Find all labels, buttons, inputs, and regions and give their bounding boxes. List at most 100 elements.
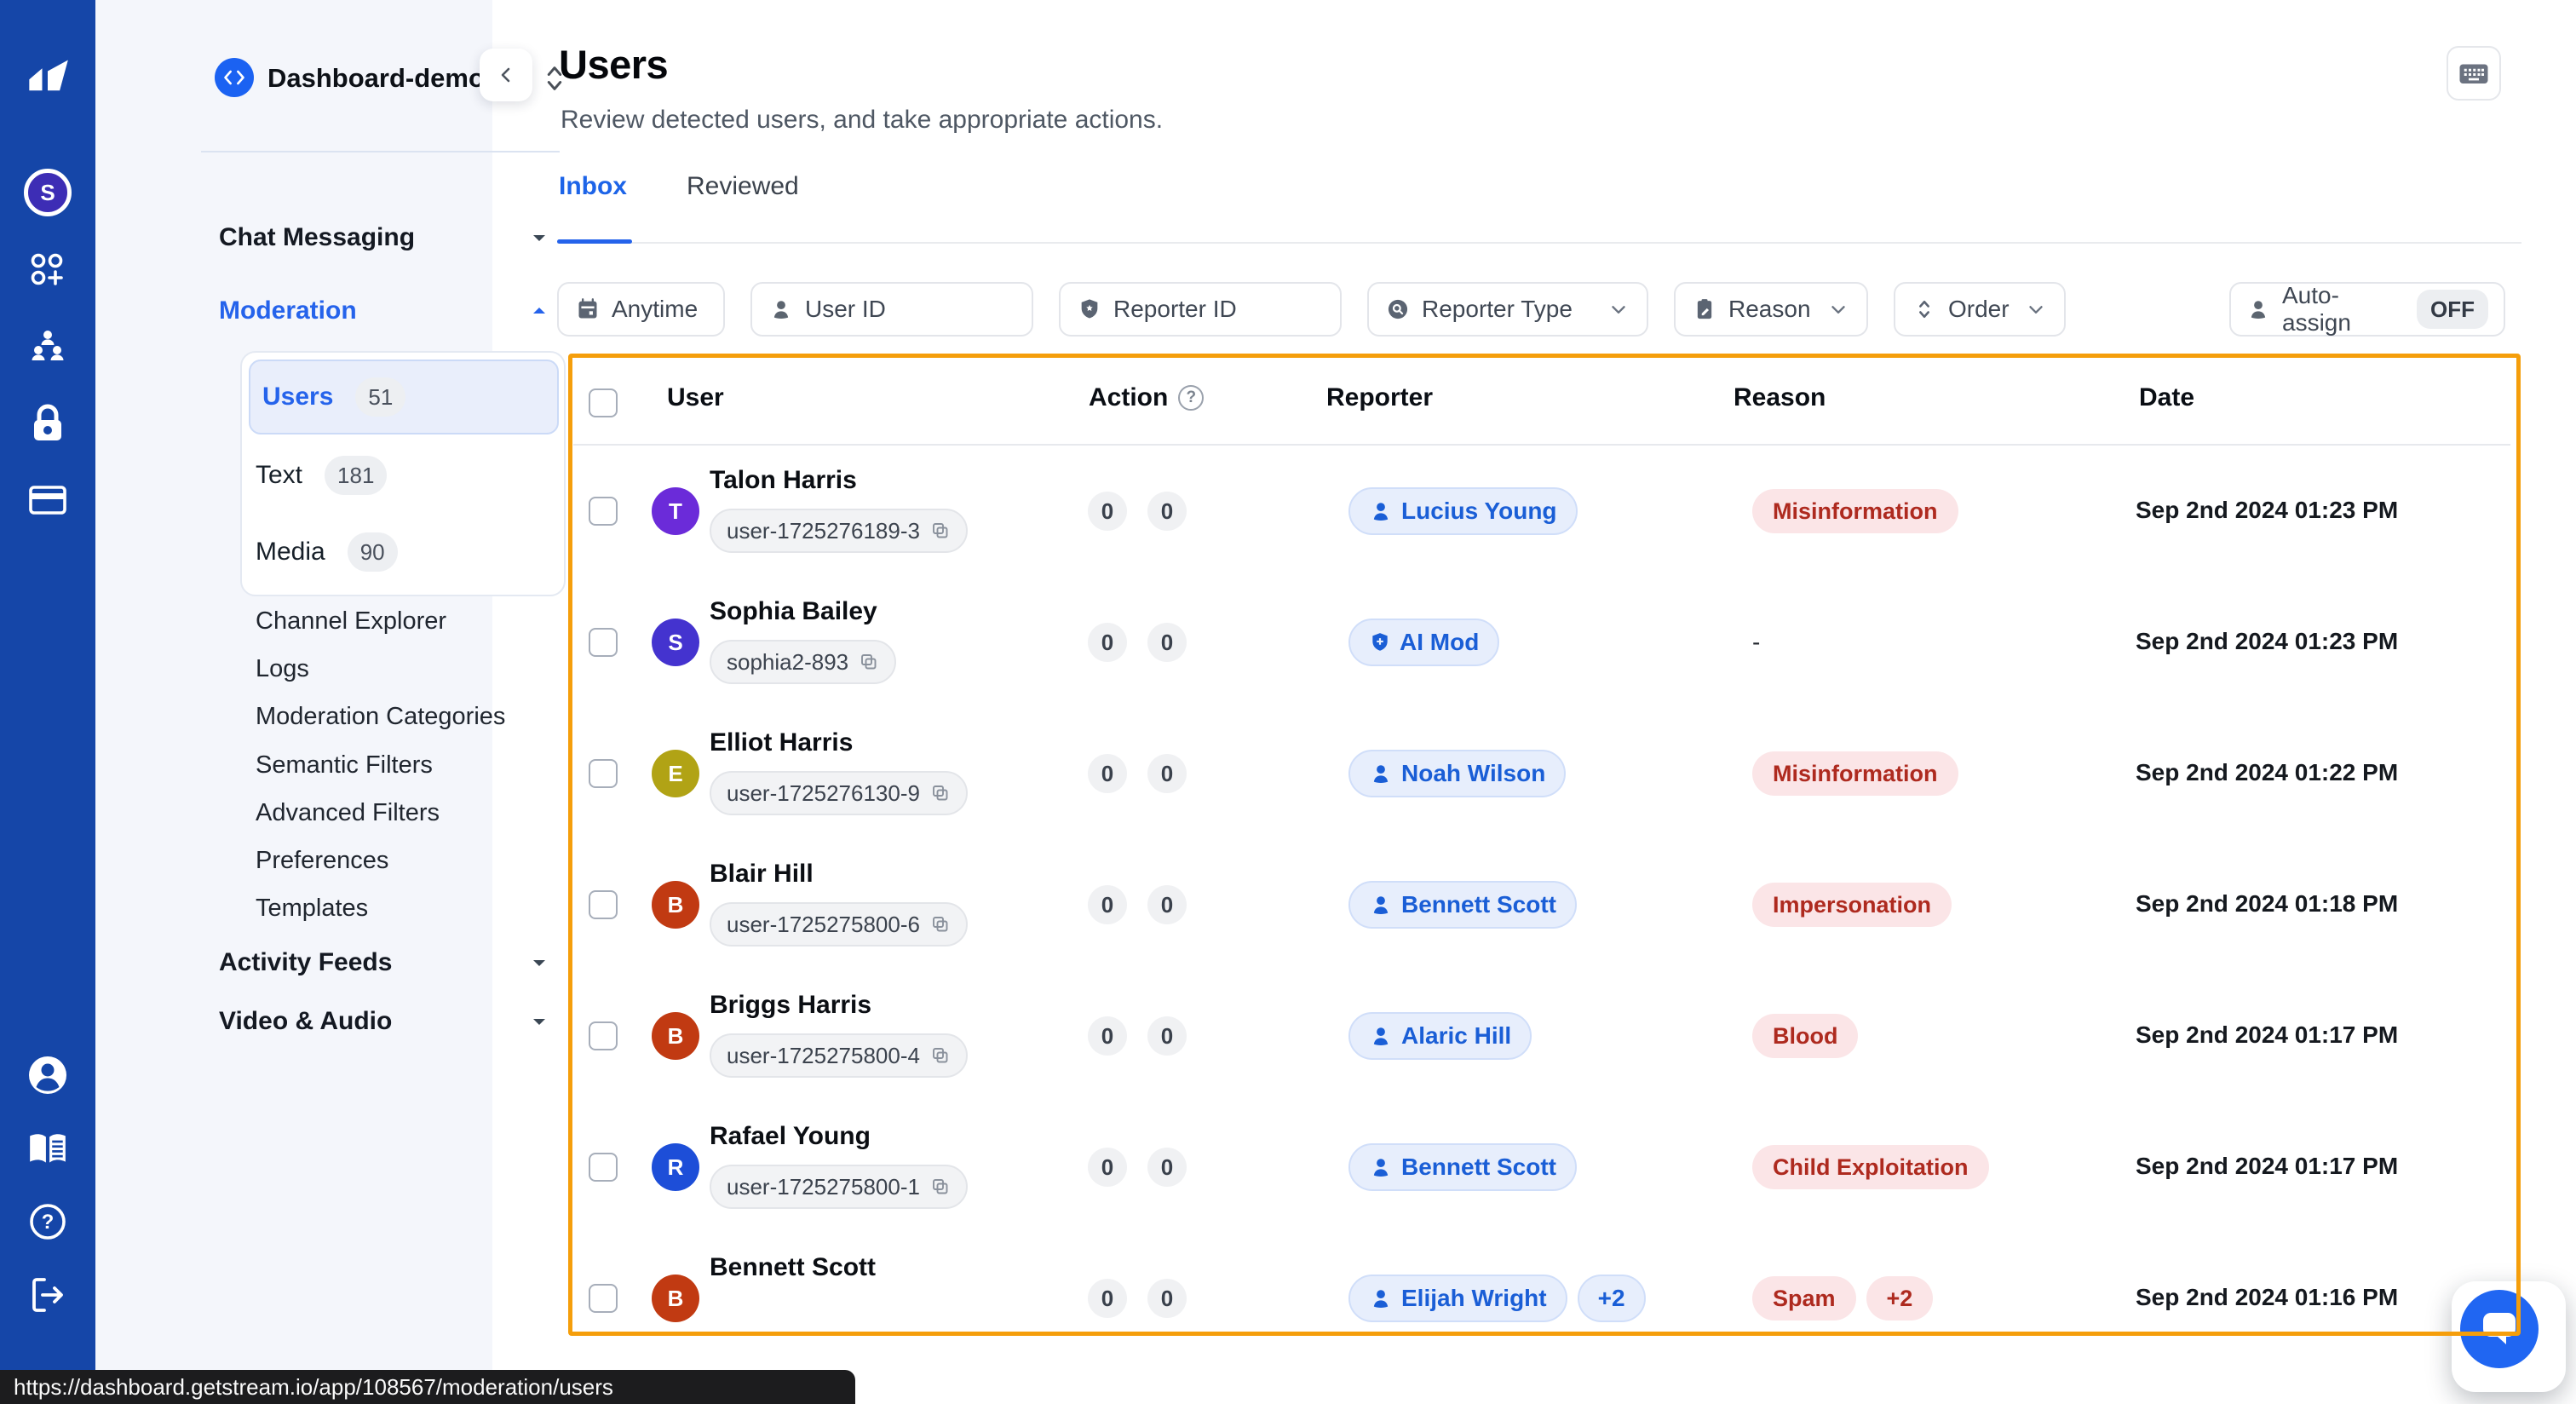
sidebar-link-semantic-filters[interactable]: Semantic Filters: [256, 751, 433, 779]
sidebar-section-moderation[interactable]: Moderation: [219, 292, 560, 330]
reporter-pill[interactable]: Noah Wilson: [1348, 750, 1567, 797]
filter-user-id[interactable]: User ID: [750, 282, 1033, 337]
auto-assign-toggle[interactable]: Auto-assign OFF: [2229, 282, 2505, 337]
clipboard-icon: [1693, 297, 1716, 321]
sidebar-link-logs[interactable]: Logs: [256, 654, 309, 682]
row-checkbox[interactable]: [589, 759, 618, 788]
svg-text:?: ?: [42, 1211, 55, 1234]
status-url: https://dashboard.getstream.io/app/10856…: [14, 1373, 613, 1400]
table-row: R Rafael Young user-1725275800-1 0 0 Bennett …: [568, 1102, 2512, 1233]
keyboard-shortcuts-button[interactable]: [2447, 46, 2501, 101]
report-date: Sep 2nd 2024 01:23 PM: [2136, 628, 2399, 654]
organization-avatar[interactable]: S: [20, 165, 75, 220]
filter-date[interactable]: Anytime: [557, 282, 725, 337]
sidebar-link-channel-explorer[interactable]: Channel Explorer: [256, 607, 447, 635]
reporter-pill[interactable]: Bennett Scott: [1348, 1143, 1577, 1191]
sidebar-link-templates[interactable]: Templates: [256, 894, 369, 922]
row-checkbox[interactable]: [589, 1153, 618, 1182]
person-icon: [1369, 499, 1393, 523]
reporter-pill[interactable]: Alaric Hill: [1348, 1012, 1532, 1060]
user-id-pill[interactable]: user-1725276189-3: [710, 509, 968, 553]
reporter-pill[interactable]: +2: [1577, 1275, 1646, 1322]
sidebar-collapse-button[interactable]: [480, 49, 532, 101]
report-date: Sep 2nd 2024 01:17 PM: [2136, 1021, 2399, 1048]
user-name[interactable]: Blair Hill: [710, 860, 814, 888]
reporter-pill[interactable]: Bennett Scott: [1348, 881, 1577, 929]
lock-icon[interactable]: [20, 396, 75, 451]
user-id-pill[interactable]: user-1725275800-4: [710, 1033, 968, 1078]
chevron-up-icon: [532, 307, 547, 315]
flag-count: 0: [1088, 1148, 1127, 1187]
user-id-pill[interactable]: sophia2-893: [710, 640, 897, 684]
sidebar-item-media[interactable]: Media 90: [256, 515, 554, 590]
sidebar-link-moderation-categories[interactable]: Moderation Categories: [256, 702, 506, 730]
chevron-down-icon: [1827, 298, 1849, 320]
user-name[interactable]: Talon Harris: [710, 466, 857, 494]
sidebar-item-users[interactable]: Users 51: [249, 360, 559, 434]
tab-inbox[interactable]: Inbox: [559, 172, 627, 200]
billing-card-icon[interactable]: [20, 473, 75, 527]
chevron-down-icon: [2025, 298, 2047, 320]
sidebar-item-text[interactable]: Text 181: [256, 438, 554, 513]
row-checkbox[interactable]: [589, 628, 618, 657]
help-icon[interactable]: ?: [20, 1194, 75, 1249]
filter-reporter-type[interactable]: Reporter Type: [1367, 282, 1648, 337]
calendar-icon: [576, 297, 600, 321]
action-count: 0: [1147, 1148, 1187, 1187]
sidebar-section-video-audio[interactable]: Video & Audio: [219, 1003, 560, 1040]
reason-empty: -: [1752, 629, 1761, 655]
user-id-pill[interactable]: user-1725275800-1: [710, 1165, 968, 1209]
user-id-pill[interactable]: user-1725275800-6: [710, 902, 968, 947]
reason-badge: Spam: [1752, 1276, 1856, 1321]
copy-icon: [930, 1177, 951, 1197]
code-icon: [215, 58, 254, 97]
app-switcher[interactable]: Dashboard-demo: [204, 51, 562, 104]
user-id-pill[interactable]: user-1725276130-9: [710, 771, 968, 815]
person-icon: [1369, 1155, 1393, 1179]
filter-order[interactable]: Order: [1894, 282, 2066, 337]
reporter-pill[interactable]: Elijah Wright: [1348, 1275, 1567, 1322]
user-name[interactable]: Sophia Bailey: [710, 597, 877, 625]
reporter-pill[interactable]: AI Mod: [1348, 619, 1500, 666]
team-icon[interactable]: [20, 319, 75, 374]
org-avatar-initial: S: [24, 169, 72, 216]
flag-count: 0: [1088, 1279, 1127, 1318]
sidebar-link-advanced-filters[interactable]: Advanced Filters: [256, 798, 440, 826]
reporter-pill[interactable]: Lucius Young: [1348, 487, 1578, 535]
select-all-checkbox[interactable]: [589, 388, 618, 417]
sidebar-section-chat-messaging[interactable]: Chat Messaging: [219, 219, 560, 256]
copy-icon: [930, 521, 951, 541]
chat-launcher-button[interactable]: [2460, 1290, 2539, 1368]
row-checkbox[interactable]: [589, 890, 618, 919]
flag-count: 0: [1088, 1016, 1127, 1056]
sidebar-link-preferences[interactable]: Preferences: [256, 846, 389, 874]
tab-reviewed[interactable]: Reviewed: [687, 172, 799, 200]
user-avatar: R: [652, 1143, 699, 1191]
reporter-cell: Lucius Young: [1348, 487, 1578, 535]
user-name[interactable]: Rafael Young: [710, 1122, 871, 1150]
reason-badge: Child Exploitation: [1752, 1145, 1989, 1189]
app-name: Dashboard-demo: [267, 63, 485, 93]
chevron-down-icon: [532, 1017, 547, 1026]
filter-reporter-id[interactable]: Reporter ID: [1059, 282, 1342, 337]
action-help-icon[interactable]: ?: [1178, 385, 1205, 411]
row-checkbox[interactable]: [589, 497, 618, 526]
user-name[interactable]: Elliot Harris: [710, 728, 854, 757]
copy-icon: [930, 783, 951, 803]
sidebar: Dashboard-demo Chat Messaging Moderation…: [95, 0, 566, 1404]
row-checkbox[interactable]: [589, 1284, 618, 1313]
user-name[interactable]: Briggs Harris: [710, 991, 872, 1019]
logout-icon[interactable]: [20, 1268, 75, 1322]
user-name[interactable]: Bennett Scott: [710, 1253, 876, 1281]
filter-reason[interactable]: Reason: [1674, 282, 1868, 337]
account-icon[interactable]: [20, 1048, 75, 1102]
apps-icon[interactable]: [20, 243, 75, 297]
main-content: Users Review detected users, and take ap…: [480, 0, 2576, 1404]
docs-book-icon[interactable]: [20, 1121, 75, 1176]
sidebar-section-activity-feeds[interactable]: Activity Feeds: [219, 944, 560, 981]
row-checkbox[interactable]: [589, 1021, 618, 1050]
report-date: Sep 2nd 2024 01:16 PM: [2136, 1284, 2399, 1310]
user-avatar: T: [652, 487, 699, 535]
table-row: B Bennett Scott 0 0 Elijah Wright +2 Spam +2 Sep…: [568, 1233, 2512, 1336]
media-count-badge: 90: [347, 532, 398, 572]
